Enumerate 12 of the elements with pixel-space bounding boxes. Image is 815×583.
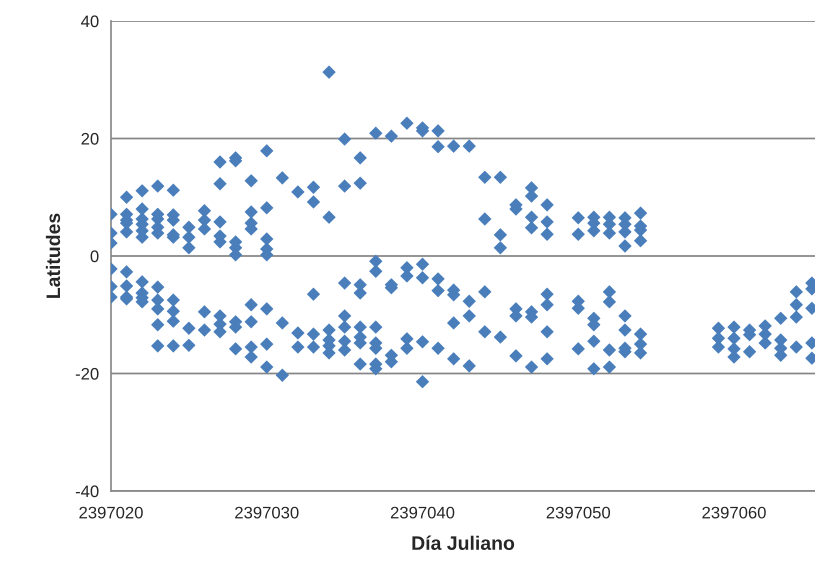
- y-tick-label: 40: [81, 15, 99, 28]
- y-tick-label: 0: [90, 250, 99, 262]
- y-tick-label: -40: [76, 485, 99, 498]
- y-axis-title: Latitudes: [46, 214, 60, 298]
- x-tick-label: 2397030: [235, 506, 299, 519]
- x-tick-label: 2397050: [546, 506, 610, 519]
- x-tick-label: 2397020: [79, 506, 143, 519]
- x-tick-label: 2397040: [390, 506, 454, 519]
- y-tick-label: -20: [76, 368, 99, 380]
- x-axis-title: Día Juliano: [412, 536, 514, 550]
- x-tick-label: 2397060: [702, 506, 766, 519]
- y-tick-label: 20: [81, 132, 99, 145]
